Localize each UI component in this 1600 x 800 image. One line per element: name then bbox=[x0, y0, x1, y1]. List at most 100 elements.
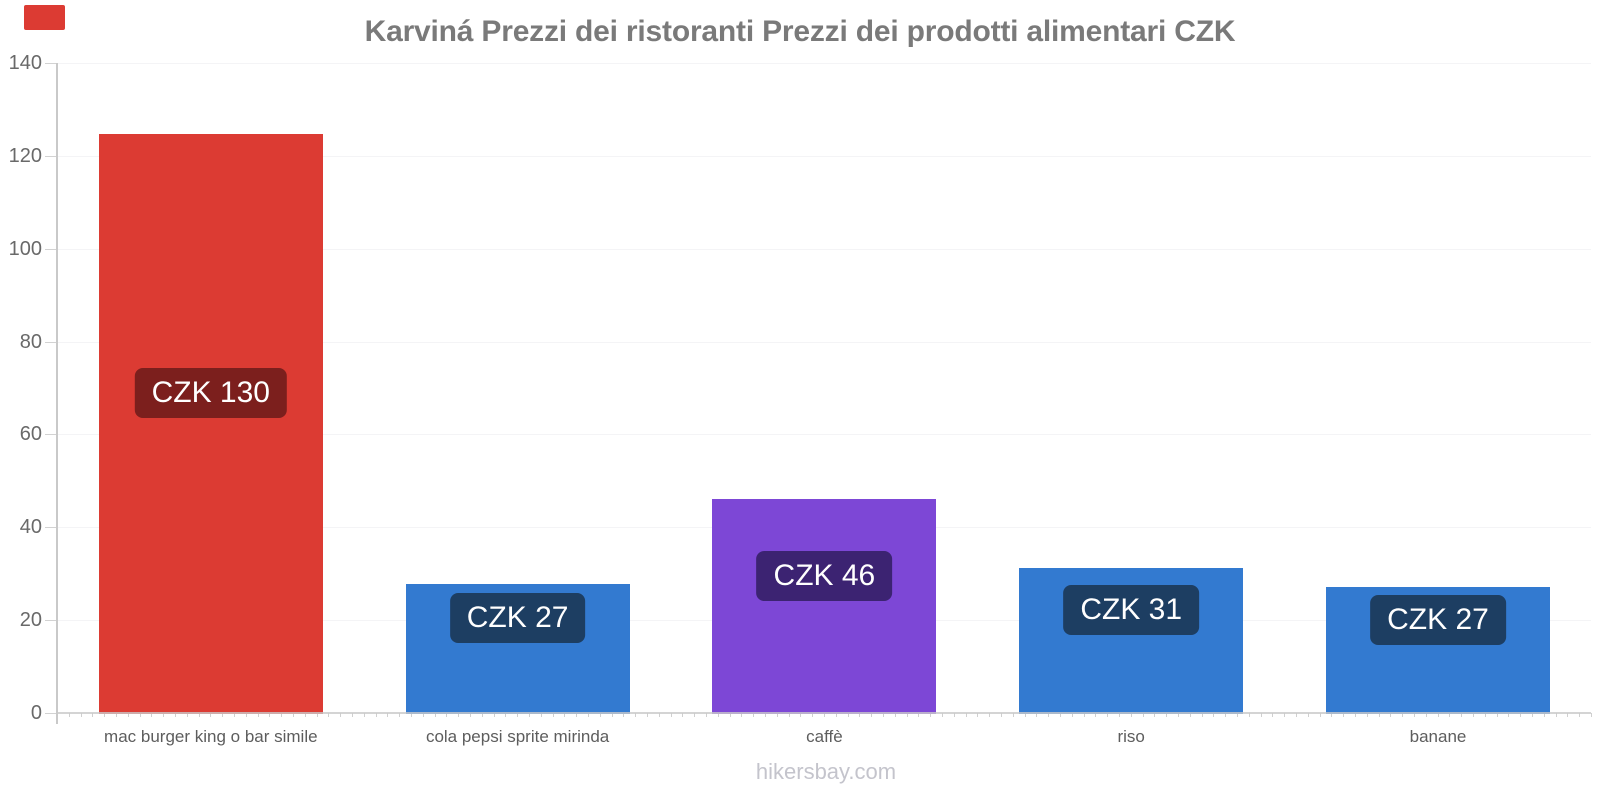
x-minor-tick bbox=[1543, 713, 1545, 717]
x-minor-tick bbox=[198, 713, 200, 717]
x-minor-tick bbox=[682, 713, 684, 717]
x-minor-tick bbox=[1130, 713, 1132, 717]
y-tick-mark bbox=[45, 713, 57, 714]
x-minor-tick bbox=[706, 713, 707, 717]
x-minor-tick bbox=[1142, 713, 1144, 717]
y-tick-label: 60 bbox=[19, 423, 42, 446]
x-minor-tick bbox=[1095, 713, 1097, 717]
bar[interactable] bbox=[98, 133, 323, 714]
x-minor-tick bbox=[835, 713, 837, 717]
x-minor-tick bbox=[918, 713, 920, 717]
x-minor-tick bbox=[411, 713, 412, 717]
x-minor-tick bbox=[1012, 713, 1014, 717]
x-minor-tick bbox=[257, 713, 259, 717]
x-category-label: riso bbox=[1117, 727, 1145, 746]
x-minor-tick bbox=[765, 713, 766, 717]
y-tick-mark bbox=[45, 620, 57, 622]
x-minor-tick bbox=[894, 713, 896, 717]
x-minor-tick bbox=[1083, 713, 1085, 717]
x-minor-tick bbox=[1048, 713, 1050, 717]
y-tick-mark bbox=[45, 63, 57, 64]
x-minor-tick bbox=[552, 713, 554, 717]
watermark: hikersbay.com bbox=[755, 759, 897, 784]
x-category-label: cola pepsi sprite mirinda bbox=[425, 727, 610, 746]
bar[interactable] bbox=[712, 499, 937, 714]
x-minor-tick bbox=[1567, 713, 1569, 717]
x-minor-tick bbox=[1437, 713, 1439, 717]
x-minor-tick bbox=[304, 713, 306, 717]
x-minor-tick bbox=[540, 713, 542, 717]
x-minor-tick bbox=[1343, 713, 1345, 717]
x-minor-tick bbox=[788, 713, 790, 717]
y-gridline bbox=[57, 341, 1591, 343]
x-minor-tick bbox=[611, 713, 613, 717]
x-minor-tick bbox=[245, 713, 247, 717]
x-minor-tick bbox=[1178, 713, 1179, 717]
y-tick-label: 100 bbox=[8, 237, 42, 260]
x-minor-tick bbox=[1001, 713, 1002, 717]
x-minor-tick bbox=[564, 713, 566, 717]
x-minor-tick bbox=[316, 713, 318, 717]
x-minor-tick bbox=[1496, 713, 1498, 717]
x-minor-tick bbox=[1189, 713, 1191, 717]
x-minor-tick bbox=[422, 713, 424, 717]
x-category-label: mac burger king o bar simile bbox=[104, 727, 318, 746]
bar-value-pill: CZK 27 bbox=[449, 593, 586, 644]
bar-value-pill: CZK 130 bbox=[134, 367, 287, 418]
x-minor-tick bbox=[363, 713, 365, 717]
x-axis-line bbox=[57, 712, 1591, 714]
bar-value-pill: CZK 27 bbox=[1370, 594, 1506, 645]
x-minor-tick bbox=[599, 713, 601, 717]
y-tick-mark bbox=[45, 155, 57, 157]
x-minor-tick bbox=[930, 713, 932, 717]
y-gridline bbox=[57, 63, 1591, 64]
y-gridline bbox=[57, 155, 1591, 157]
x-minor-tick bbox=[717, 713, 719, 717]
x-minor-tick bbox=[293, 713, 294, 717]
x-minor-tick bbox=[942, 713, 943, 717]
y-axis-line bbox=[56, 63, 58, 724]
x-minor-tick bbox=[493, 713, 495, 717]
x-minor-tick bbox=[1119, 713, 1120, 717]
x-minor-tick bbox=[576, 713, 578, 717]
x-minor-tick bbox=[1355, 713, 1356, 717]
x-minor-tick bbox=[1532, 713, 1533, 717]
x-minor-tick bbox=[694, 713, 696, 717]
x-minor-tick bbox=[965, 713, 967, 717]
x-minor-tick bbox=[847, 713, 849, 717]
x-minor-tick bbox=[1237, 713, 1238, 717]
x-minor-tick bbox=[269, 713, 271, 717]
x-minor-tick bbox=[1390, 713, 1392, 717]
flag-badge bbox=[24, 5, 65, 30]
x-minor-tick bbox=[481, 713, 483, 717]
x-minor-tick bbox=[1331, 713, 1333, 717]
x-minor-tick bbox=[68, 713, 70, 717]
x-minor-tick bbox=[434, 713, 436, 717]
x-minor-tick bbox=[1402, 713, 1404, 717]
x-minor-tick bbox=[151, 713, 153, 717]
y-tick-mark bbox=[45, 434, 57, 436]
x-minor-tick bbox=[859, 713, 861, 717]
y-tick-label: 20 bbox=[19, 609, 42, 632]
x-minor-tick bbox=[1591, 713, 1592, 717]
x-minor-tick bbox=[529, 713, 530, 717]
chart-title: Karviná Prezzi dei ristoranti Prezzi dei… bbox=[364, 15, 1236, 48]
x-minor-tick bbox=[883, 713, 884, 717]
x-minor-tick bbox=[953, 713, 955, 717]
x-minor-tick bbox=[234, 713, 235, 717]
x-minor-tick bbox=[210, 713, 212, 717]
x-minor-tick bbox=[387, 713, 389, 717]
x-minor-tick bbox=[1060, 713, 1061, 717]
y-tick-label: 120 bbox=[8, 144, 42, 167]
y-tick-label: 0 bbox=[30, 702, 42, 724]
bar-value-pill: CZK 46 bbox=[756, 550, 893, 601]
y-tick-label: 40 bbox=[19, 516, 42, 539]
x-minor-tick bbox=[1319, 713, 1321, 717]
x-minor-tick bbox=[92, 713, 94, 717]
x-minor-tick bbox=[281, 713, 283, 717]
x-minor-tick bbox=[1071, 713, 1073, 717]
x-minor-tick bbox=[505, 713, 507, 717]
x-minor-tick bbox=[670, 713, 672, 717]
x-minor-tick bbox=[824, 713, 825, 717]
